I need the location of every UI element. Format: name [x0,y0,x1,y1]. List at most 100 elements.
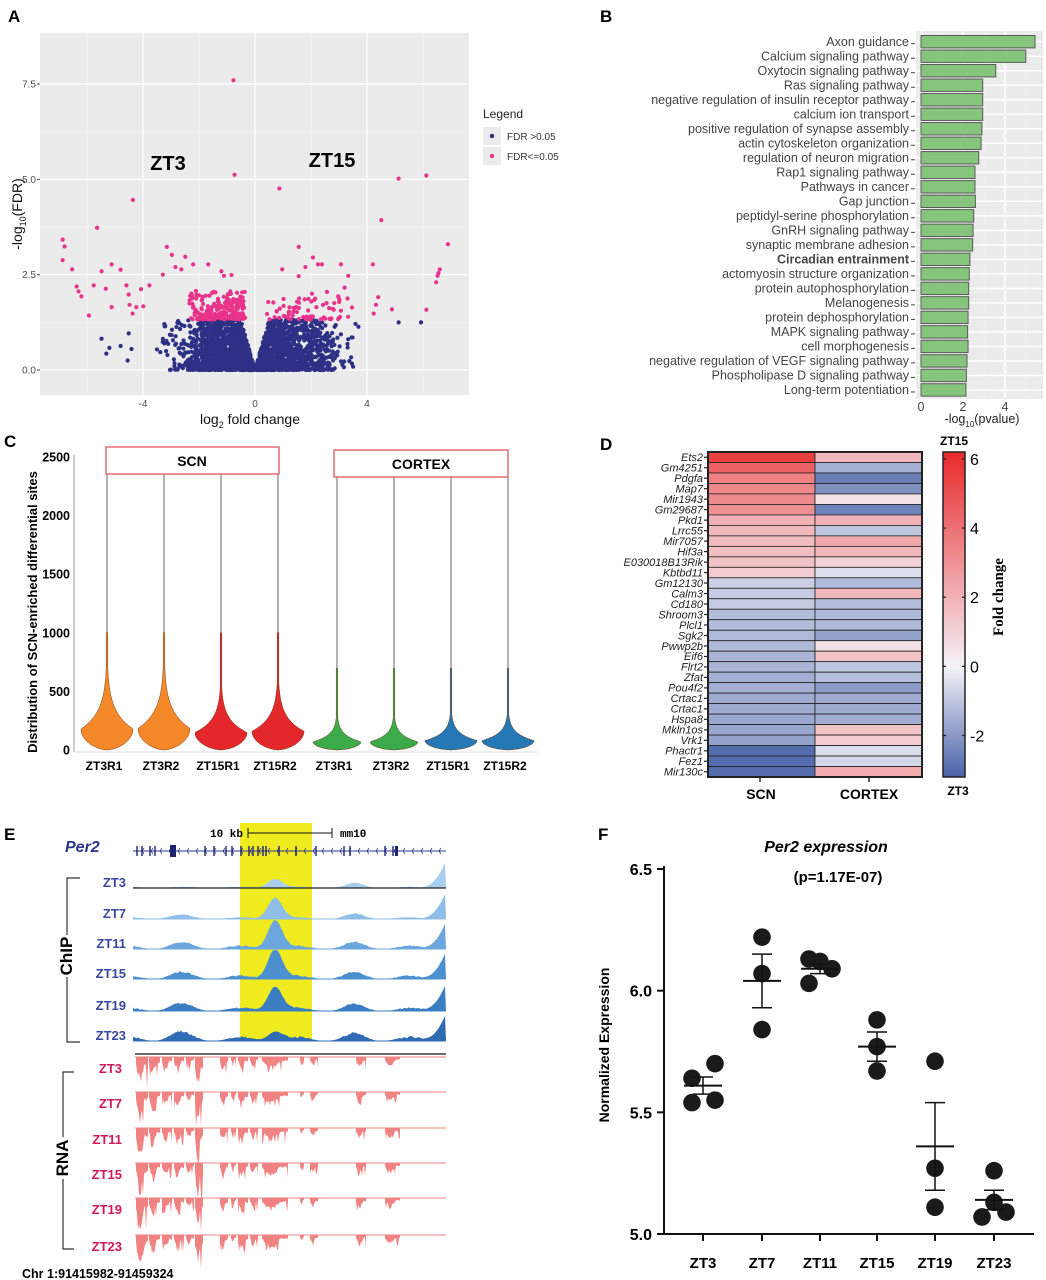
point-fdr-gt [329,352,334,357]
category-label: Melanogenesis [825,296,909,310]
rna-signal [300,1128,304,1134]
rna-signal [149,1163,160,1182]
row-label: Shroom3 [658,609,704,621]
heatmap-cell [707,535,816,547]
point-fdr-gt [319,343,324,348]
group-label-scn: SCN [177,453,207,469]
point-fdr-gt [232,360,237,366]
point-fdr-le [332,300,337,306]
grid [40,33,469,395]
point-fdr-gt [250,366,256,372]
point-fdr-gt [279,330,284,336]
point-fdr-gt [332,342,337,348]
chip-track-label: ZT11 [96,936,126,951]
y-tick-label: 2500 [42,451,70,465]
bar [920,339,969,354]
point-fdr-gt [284,331,289,336]
point-fdr-le [70,267,75,272]
heatmap-cell [707,640,816,652]
point-fdr-gt [188,360,193,365]
x-tick-label: ZT3R2 [143,759,180,773]
point-fdr-gt [277,349,282,354]
point-fdr-le [424,173,429,178]
bar [920,64,997,78]
category-label: actin cytoskeleton organization [738,137,909,151]
heatmap-cell [707,472,816,484]
point-fdr-gt [219,365,224,370]
point-fdr-gt [268,356,273,361]
category-label: positive regulation of synapse assembly [688,122,910,136]
point-fdr-gt [342,359,347,364]
heatmap-cell [707,556,816,568]
strand-chevron [357,847,361,855]
heatmap-cell [814,462,923,474]
point-fdr-gt [224,367,229,372]
rna-signal [220,1235,228,1252]
point-fdr-le [338,308,343,313]
point-fdr-le [141,304,146,309]
category-label: Gap junction [839,195,909,209]
point-fdr-le [277,186,282,191]
row-label: Pou4f2 [668,683,703,695]
row-label: Mir130c [664,767,704,779]
point-fdr-gt [218,325,223,330]
point-fdr-le [234,301,239,306]
point-fdr-gt [320,356,325,361]
heatmap-cell [814,629,923,642]
point-fdr-gt [195,366,200,371]
point-fdr-gt [186,318,191,323]
point-fdr-le [274,309,279,314]
violin-plot: ZT3R1 ZT3R2 ZT15R1 ZT15R2 ZT3R1 ZT3R2 ZT15R1 ZT… [25,446,538,773]
point-fdr-gt [238,333,243,339]
strand-chevron [420,847,424,855]
point-fdr-le [238,297,243,302]
point-fdr-gt [183,360,188,365]
point-fdr-gt [290,364,295,369]
point-fdr-le [231,78,236,83]
point-fdr-gt [228,321,233,327]
category-label: protein autophosphorylation [755,282,909,296]
y-tick-label: 0.0 [22,366,36,377]
panel-label-f: F [598,825,608,844]
point-fdr-le [126,292,131,297]
point-fdr-gt [193,361,198,366]
rna-signal [356,1198,366,1211]
point-fdr-le [379,218,384,223]
category-label: Long-term potentiation [784,383,909,397]
point-fdr-gt [239,321,244,327]
point-fdr-le [239,303,244,308]
point-fdr-gt [264,344,269,350]
category-label: MAPK signaling pathway [771,325,910,339]
point-fdr-le [173,264,178,270]
rna-signal [310,1235,318,1246]
chip-tracks: ZT3 ZT7 ZT11 ZT15 ZT19 ZT23 [96,863,446,1043]
rna-signal [250,1198,258,1211]
point-fdr-le [337,314,343,320]
rna-signal [385,1128,400,1139]
point-fdr-gt [126,331,131,336]
point-fdr-gt [243,365,248,370]
rna-signal [162,1092,172,1107]
point-fdr-gt [248,361,254,366]
bar [920,93,984,107]
point-fdr-gt [319,361,325,366]
row-label: Mir1943 [663,494,704,506]
point-fdr-le [320,302,326,307]
point-fdr-le [194,308,199,313]
category-label: Ras signaling pathway [784,79,910,93]
heatmap-cell [707,524,816,537]
x-label-sub: 2 [219,420,224,430]
point-fdr-le [237,311,242,316]
tick-labels: -4 0 4 0.0 2.5 5.0 7.5 [22,80,370,410]
x-axis-label: log2 fold change [200,411,300,430]
data-point [926,1198,944,1217]
point-fdr-gt [275,363,280,368]
point-fdr-le [309,291,315,296]
data-point [706,1054,724,1073]
point-fdr-gt [204,349,210,354]
rna-signal [385,1057,400,1066]
chip-signal [133,950,446,979]
point-fdr-gt [192,331,197,336]
point-fdr-gt [197,326,202,331]
